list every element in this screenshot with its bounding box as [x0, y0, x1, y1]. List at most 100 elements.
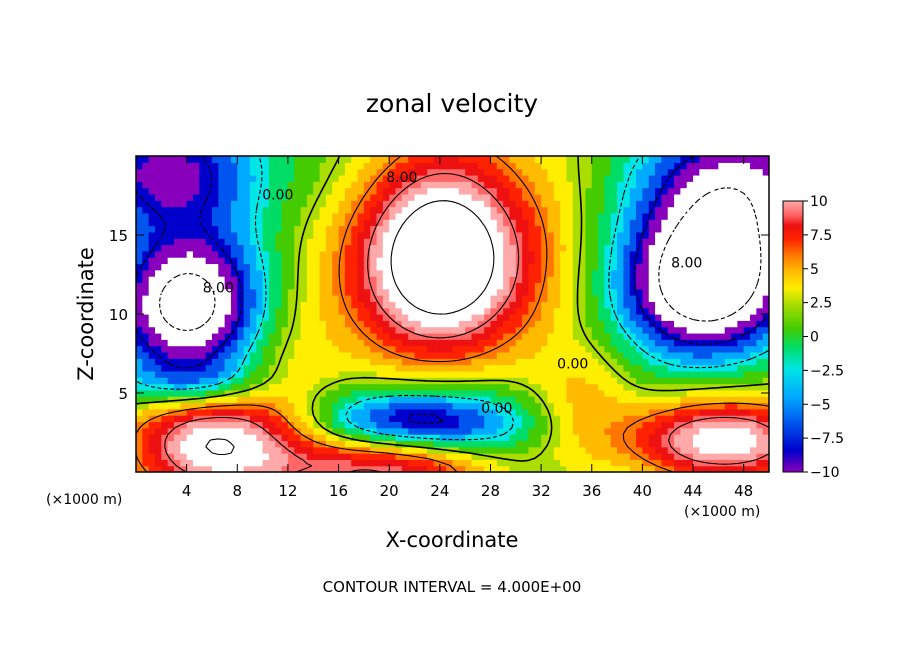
- heatmap-cell: [332, 282, 340, 290]
- heatmap-cell: [439, 389, 447, 397]
- heatmap-cell: [509, 440, 517, 448]
- heatmap-cell: [427, 326, 435, 334]
- heatmap-cell: [154, 459, 162, 467]
- heatmap-cell: [414, 282, 422, 290]
- heatmap-cell: [629, 326, 637, 334]
- heatmap-cell: [142, 244, 150, 252]
- heatmap-cell: [420, 168, 428, 176]
- heatmap-cell: [724, 446, 732, 454]
- heatmap-cell: [731, 351, 738, 359]
- heatmap-cell: [136, 174, 143, 182]
- heatmap-cell: [218, 301, 226, 309]
- heatmap-cell: [243, 168, 251, 176]
- heatmap-cell: [503, 320, 511, 328]
- heatmap-cell: [192, 257, 200, 265]
- heatmap-cell: [547, 206, 555, 214]
- heatmap-cell: [503, 326, 511, 334]
- heatmap-cell: [180, 421, 188, 429]
- heatmap-cell: [325, 181, 333, 189]
- heatmap-cell: [699, 244, 707, 252]
- heatmap-cell: [249, 332, 257, 340]
- heatmap-cell: [319, 181, 327, 189]
- heatmap-cell: [357, 351, 365, 359]
- heatmap-cell: [547, 187, 555, 195]
- heatmap-cell: [477, 389, 485, 397]
- heatmap-cell: [224, 377, 232, 385]
- heatmap-cell: [161, 244, 169, 252]
- heatmap-cell: [148, 301, 156, 309]
- heatmap-cell: [230, 402, 238, 410]
- heatmap-cell: [325, 364, 333, 372]
- heatmap-cell: [750, 250, 757, 258]
- heatmap-cell: [503, 358, 511, 366]
- heatmap-cell: [598, 162, 606, 170]
- heatmap-cell: [743, 383, 751, 391]
- heatmap-cell: [154, 389, 162, 397]
- heatmap-cell: [142, 263, 150, 271]
- heatmap-cell: [617, 250, 625, 258]
- heatmap-cell: [705, 200, 713, 208]
- heatmap-cell: [192, 453, 200, 460]
- heatmap-cell: [275, 295, 283, 302]
- heatmap-cell: [623, 257, 631, 265]
- heatmap-cell: [370, 307, 378, 315]
- heatmap-cell: [452, 244, 460, 252]
- heatmap-cell: [591, 263, 599, 271]
- heatmap-cell: [528, 440, 536, 448]
- heatmap-cell: [712, 459, 719, 467]
- heatmap-cell: [161, 295, 169, 302]
- heatmap-cell: [598, 187, 606, 195]
- heatmap-cell: [256, 408, 264, 416]
- heatmap-cell: [439, 282, 447, 290]
- heatmap-cell: [389, 187, 397, 195]
- heatmap-cell: [452, 421, 460, 429]
- heatmap-cell: [458, 389, 466, 397]
- heatmap-cell: [553, 187, 561, 195]
- heatmap-cell: [376, 193, 384, 201]
- heatmap-cell: [395, 156, 403, 163]
- heatmap-cell: [458, 282, 466, 290]
- heatmap-cell: [623, 269, 631, 277]
- heatmap-cell: [382, 370, 390, 378]
- heatmap-cell: [667, 402, 675, 410]
- heatmap-cell: [319, 276, 327, 283]
- heatmap-cell: [737, 250, 745, 258]
- heatmap-cell: [560, 181, 568, 189]
- heatmap-cell: [731, 174, 738, 182]
- heatmap-cell: [186, 459, 194, 467]
- heatmap-cell: [313, 187, 321, 195]
- heatmap-cell: [648, 389, 656, 397]
- heatmap-cell: [712, 156, 719, 163]
- heatmap-cell: [382, 396, 390, 404]
- heatmap-cell: [756, 383, 764, 391]
- heatmap-cell: [281, 370, 289, 378]
- heatmap-cell: [617, 301, 625, 309]
- heatmap-cell: [408, 212, 416, 220]
- heatmap-cell: [218, 415, 226, 423]
- heatmap-cell: [686, 174, 694, 182]
- heatmap-cell: [287, 370, 295, 378]
- heatmap-cell: [300, 446, 308, 454]
- heatmap-cell: [636, 446, 643, 454]
- heatmap-cell: [211, 465, 219, 472]
- heatmap-cell: [167, 421, 175, 429]
- heatmap-cell: [528, 276, 536, 283]
- heatmap-cell: [629, 402, 637, 410]
- heatmap-cell: [655, 326, 662, 334]
- heatmap-cell: [724, 276, 732, 283]
- heatmap-cell: [262, 269, 270, 277]
- heatmap-cell: [756, 396, 764, 404]
- heatmap-cell: [230, 288, 238, 296]
- heatmap-cell: [173, 156, 181, 163]
- heatmap-cell: [446, 440, 454, 448]
- heatmap-cell: [243, 301, 251, 309]
- heatmap-cell: [541, 250, 549, 258]
- heatmap-cell: [173, 453, 181, 460]
- heatmap-cell: [465, 156, 473, 163]
- heatmap-cell: [268, 156, 276, 163]
- heatmap-cell: [528, 326, 536, 334]
- heatmap-cell: [363, 193, 371, 201]
- heatmap-cell: [718, 370, 726, 378]
- heatmap-cell: [642, 301, 650, 309]
- heatmap-cell: [496, 269, 504, 277]
